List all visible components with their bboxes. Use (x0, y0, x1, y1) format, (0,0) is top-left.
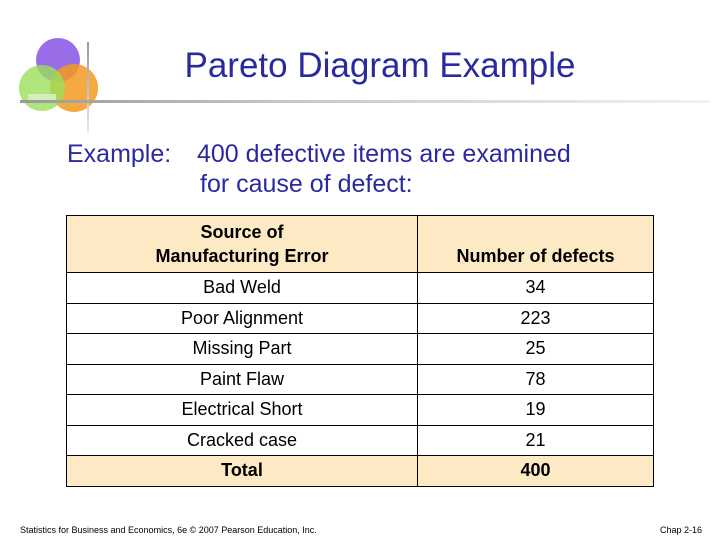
decorative-circles-logo-icon (19, 38, 98, 112)
title-divider-vertical (87, 42, 89, 132)
cell-source: Missing Part (66, 333, 418, 365)
table-row: Paint Flaw 78 (66, 363, 654, 395)
defects-table: Source of Manufacturing Error Number of … (66, 215, 654, 487)
cell-source: Poor Alignment (66, 302, 418, 334)
header-count: Number of defects (417, 215, 654, 273)
table-row: Cracked case 21 (66, 424, 654, 456)
cell-total-label: Total (66, 455, 418, 487)
cell-source: Electrical Short (66, 394, 418, 426)
cell-count: 34 (417, 272, 654, 304)
cell-source: Bad Weld (66, 272, 418, 304)
cell-count: 19 (417, 394, 654, 426)
footer-copyright: Statistics for Business and Economics, 6… (20, 525, 317, 535)
cell-count: 78 (417, 363, 654, 395)
cell-source: Paint Flaw (66, 363, 418, 395)
footer-page-number: Chap 2-16 (659, 525, 702, 535)
table-header-row: Source of Manufacturing Error Number of … (66, 215, 654, 273)
intro-text: Example: 400 defective items are examined… (67, 139, 687, 199)
table-row: Electrical Short 19 (66, 394, 654, 426)
table-row: Bad Weld 34 (66, 272, 654, 304)
intro-line-2: for cause of defect: (200, 170, 413, 198)
cell-total-count: 400 (417, 455, 654, 487)
intro-line-1: 400 defective items are examined (197, 140, 571, 168)
table-total-row: Total 400 (66, 455, 654, 487)
header-source: Source of Manufacturing Error (66, 215, 418, 273)
header-source-line-2: Manufacturing Error (155, 246, 329, 266)
cell-count: 21 (417, 424, 654, 456)
cell-source: Cracked case (66, 424, 418, 456)
table-row: Missing Part 25 (66, 333, 654, 365)
title-divider-horizontal (20, 100, 710, 103)
slide-title: Pareto Diagram Example (184, 46, 576, 85)
cell-count: 223 (417, 302, 654, 334)
cell-count: 25 (417, 333, 654, 365)
table-row: Poor Alignment 223 (66, 302, 654, 334)
intro-lead: Example: (67, 140, 172, 168)
header-source-line-1: Source of (200, 222, 284, 242)
